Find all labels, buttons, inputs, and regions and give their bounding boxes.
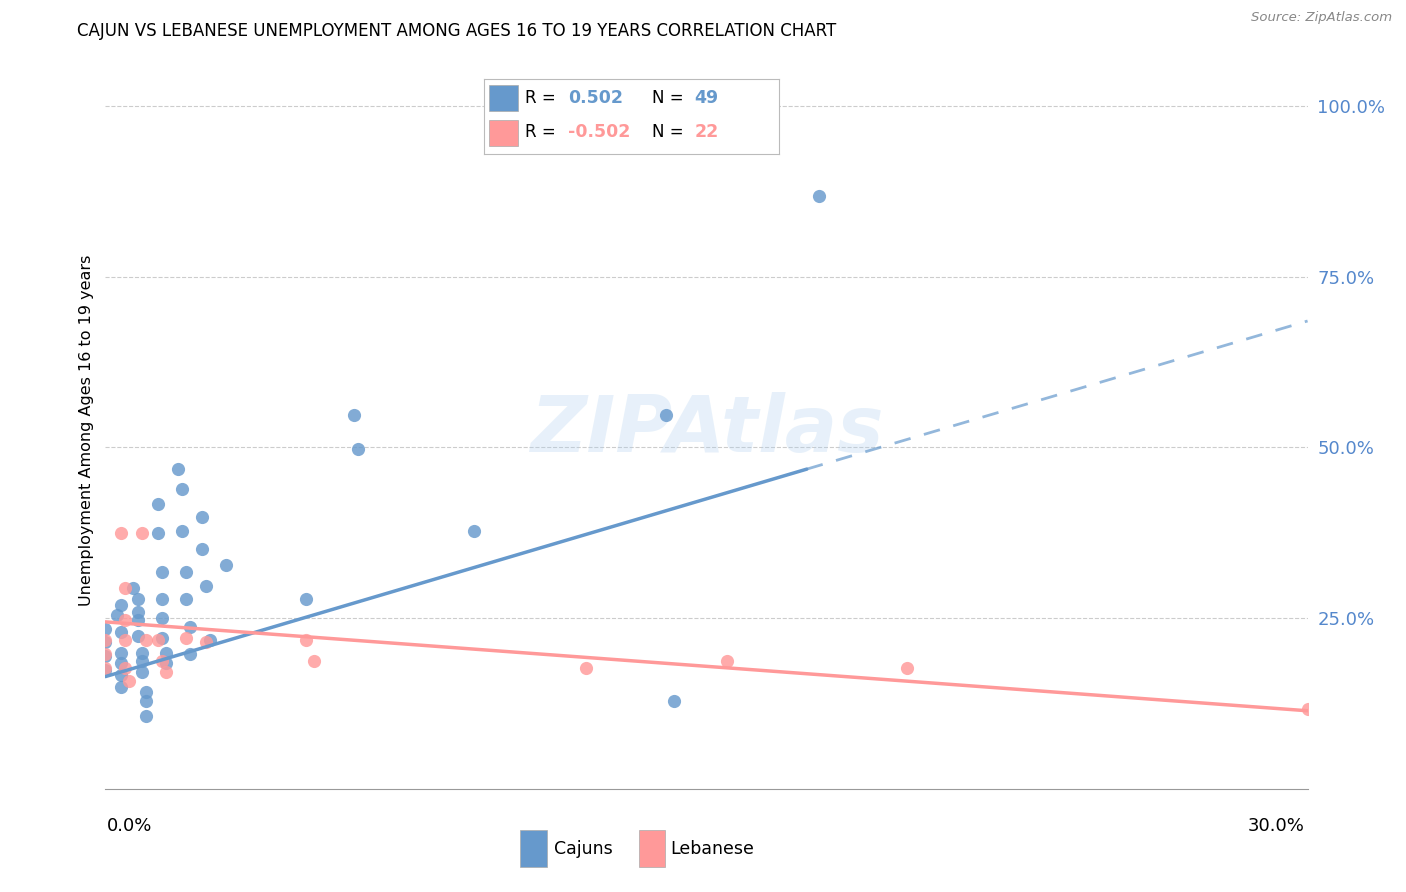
Point [127,613,149,627]
Point [94,647,117,661]
Point [150,654,173,668]
Point [174,592,197,607]
Point [214,558,236,573]
Point [1296,702,1319,716]
Point [146,526,169,541]
Point [135,633,157,648]
Point [343,408,366,422]
Point [155,646,177,660]
Text: 30.0%: 30.0% [1249,817,1305,835]
Point [94,622,117,636]
Point [146,633,169,648]
Point [110,667,132,681]
Text: Source: ZipAtlas.com: Source: ZipAtlas.com [1251,11,1392,24]
Point [127,628,149,642]
Point [198,633,221,648]
Point [114,633,136,648]
Point [655,408,678,422]
Point [114,581,136,595]
Point [295,633,318,648]
Text: ZIPAtlas: ZIPAtlas [530,392,883,468]
Y-axis label: Unemployment Among Ages 16 to 19 years: Unemployment Among Ages 16 to 19 years [79,255,94,606]
Point [110,680,132,694]
Point [302,654,325,668]
Point [716,654,738,668]
Point [807,189,830,203]
Point [150,611,173,625]
Point [190,510,212,524]
Point [166,462,188,476]
Point [170,482,193,496]
Point [194,635,217,649]
Point [146,497,169,511]
Point [127,592,149,607]
Point [664,693,686,707]
Point [127,605,149,619]
Point [194,579,217,593]
Point [179,620,201,634]
Point [575,661,598,675]
Point [131,646,153,660]
Point [463,524,485,538]
Point [174,631,197,645]
Point [94,633,117,648]
Point [131,654,153,668]
Point [150,631,173,645]
Point [110,656,132,670]
Point [110,646,132,660]
Point [114,661,136,675]
Point [110,526,132,541]
Point [135,685,157,699]
Point [190,541,212,556]
Point [131,665,153,679]
Point [135,693,157,707]
Point [896,661,918,675]
Point [110,598,132,612]
Point [94,661,117,675]
Point [94,649,117,664]
Point [122,581,145,595]
Point [114,613,136,627]
Point [131,526,153,541]
Point [179,647,201,661]
Point [170,524,193,538]
Point [94,663,117,677]
Point [110,625,132,640]
Point [174,565,197,579]
Point [347,442,370,456]
Point [118,674,141,689]
Text: 0.0%: 0.0% [107,817,152,835]
Point [150,592,173,607]
Point [295,592,318,607]
Point [150,565,173,579]
Text: CAJUN VS LEBANESE UNEMPLOYMENT AMONG AGES 16 TO 19 YEARS CORRELATION CHART: CAJUN VS LEBANESE UNEMPLOYMENT AMONG AGE… [77,22,837,40]
Point [107,608,129,623]
Point [155,656,177,670]
Point [94,635,117,649]
Point [155,665,177,679]
Point [135,708,157,723]
